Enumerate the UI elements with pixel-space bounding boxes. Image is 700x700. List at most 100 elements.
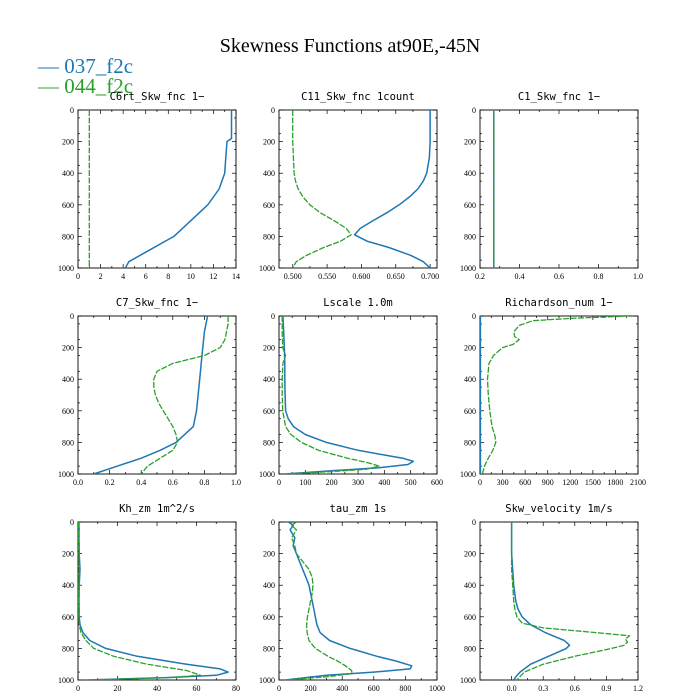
x-tick-label: 600 — [368, 684, 380, 693]
x-tick-label: 0.8 — [594, 272, 604, 281]
y-tick-label: 400 — [464, 169, 476, 178]
x-tick-label: 40 — [153, 684, 161, 693]
y-tick-label: 600 — [263, 201, 275, 210]
y-tick-label: 400 — [464, 581, 476, 590]
legend: — 037_f2c — 044_f2c — [37, 54, 133, 98]
x-tick-label: 0 — [277, 478, 281, 487]
y-tick-label: 200 — [62, 138, 74, 147]
y-tick-label: 0 — [70, 106, 74, 115]
x-tick-label: 0 — [76, 684, 80, 693]
y-tick-label: 400 — [263, 375, 275, 384]
x-tick-label: 0.6 — [168, 478, 178, 487]
x-tick-label: 0.0 — [73, 478, 83, 487]
x-tick-label: 20 — [114, 684, 122, 693]
y-tick-label: 600 — [464, 407, 476, 416]
y-tick-label: 0 — [271, 312, 275, 321]
x-tick-label: 80 — [232, 684, 240, 693]
series-line-044_f2c — [78, 522, 202, 680]
x-tick-label: 600 — [431, 478, 443, 487]
x-tick-label: 0.2 — [105, 478, 115, 487]
y-tick-label: 1000 — [259, 470, 275, 479]
plot-frame — [278, 521, 438, 681]
plot-frame — [77, 315, 237, 475]
x-tick-label: 0.650 — [387, 272, 405, 281]
x-tick-label: 500 — [405, 478, 417, 487]
y-tick-label: 200 — [464, 344, 476, 353]
y-tick-label: 400 — [464, 375, 476, 384]
x-tick-label: 0 — [76, 272, 80, 281]
y-tick-label: 600 — [464, 613, 476, 622]
x-tick-label: 1.0 — [633, 272, 643, 281]
series-line-037_f2c — [510, 522, 571, 680]
x-tick-label: 0.3 — [538, 684, 548, 693]
y-tick-label: 800 — [62, 438, 74, 447]
y-tick-label: 0 — [472, 312, 476, 321]
y-tick-label: 1000 — [58, 470, 74, 479]
x-tick-label: 0.2 — [475, 272, 485, 281]
series-line-037_f2c — [78, 522, 229, 680]
y-tick-label: 400 — [62, 169, 74, 178]
x-tick-label: 0.700 — [421, 272, 439, 281]
x-tick-label: 8 — [166, 272, 170, 281]
x-tick-label: 0.4 — [136, 478, 146, 487]
panel-title: tau_zm 1s — [330, 503, 387, 515]
x-tick-label: 900 — [542, 478, 554, 487]
x-tick-label: 0.550 — [318, 272, 336, 281]
y-tick-label: 0 — [70, 518, 74, 527]
series-line-037_f2c — [124, 110, 233, 268]
plot-frame — [278, 109, 438, 269]
y-tick-label: 600 — [62, 407, 74, 416]
panel-title: C11_Skw_fnc 1count — [301, 91, 415, 103]
x-tick-label: 300 — [497, 478, 509, 487]
y-tick-label: 200 — [263, 344, 275, 353]
y-tick-label: 1000 — [259, 264, 275, 273]
y-tick-label: 800 — [464, 232, 476, 241]
y-tick-label: 600 — [464, 201, 476, 210]
x-tick-label: 0.6 — [554, 272, 564, 281]
x-tick-label: 10 — [187, 272, 195, 281]
y-tick-label: 600 — [263, 613, 275, 622]
x-tick-label: 60 — [193, 684, 201, 693]
series-line-037_f2c — [282, 316, 415, 474]
y-tick-label: 200 — [62, 550, 74, 559]
x-tick-label: 300 — [352, 478, 364, 487]
x-tick-label: 1200 — [562, 478, 578, 487]
plot-frame — [77, 109, 237, 269]
x-tick-label: 1.0 — [231, 478, 241, 487]
x-tick-label: 0 — [478, 478, 482, 487]
panel-title: C7_Skw_fnc 1− — [116, 297, 198, 309]
x-tick-label: 0.4 — [515, 272, 525, 281]
y-tick-label: 1000 — [460, 264, 476, 273]
plot-frame — [77, 521, 237, 681]
panel-title: Skw_velocity 1m/s — [505, 503, 612, 515]
y-tick-label: 200 — [464, 138, 476, 147]
series-line-044_f2c — [281, 316, 380, 474]
y-tick-label: 1000 — [58, 264, 74, 273]
panel-2: C11_Skw_fnc 1count 0 200 400 600 800 1000 0.500… — [259, 91, 439, 281]
legend-entry-037: — 037_f2c — [37, 54, 133, 78]
series-line-044_f2c — [285, 522, 353, 680]
y-tick-label: 400 — [263, 581, 275, 590]
series-line-044_f2c — [481, 316, 630, 474]
panel-title: Richardson_num 1− — [505, 297, 612, 309]
panel-title: C1_Skw_fnc 1− — [518, 91, 600, 103]
y-tick-label: 0 — [472, 106, 476, 115]
x-tick-label: 0.500 — [284, 272, 302, 281]
y-tick-label: 800 — [62, 644, 74, 653]
panel-9: Skw_velocity 1m/s 0 200 400 600 800 1000 0.0 0.3… — [460, 503, 643, 693]
y-tick-label: 600 — [263, 407, 275, 416]
y-tick-label: 200 — [263, 550, 275, 559]
y-tick-label: 1000 — [460, 676, 476, 685]
x-tick-label: 0.9 — [601, 684, 611, 693]
x-tick-label: 2 — [99, 272, 103, 281]
plot-frame — [479, 315, 639, 475]
y-tick-label: 400 — [62, 581, 74, 590]
